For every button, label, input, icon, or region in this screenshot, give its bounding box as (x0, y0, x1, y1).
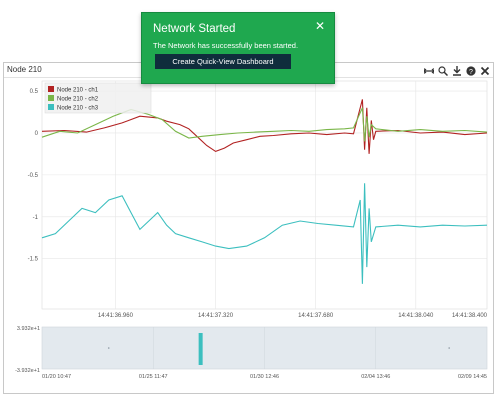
x-tick-label: 14:41:37.680 (298, 313, 334, 319)
legend-label: Node 210 - ch3 (57, 106, 99, 112)
y-tick-label: 0.5 (30, 89, 39, 95)
y-tick-label: -0.5 (28, 173, 39, 179)
toast-title: Network Started (153, 23, 236, 35)
zoom-icon[interactable] (437, 65, 448, 76)
navigator-x-label: 01/25 11:47 (139, 374, 168, 380)
y-tick-label: -1 (33, 215, 39, 221)
y-tick-label: 0 (35, 131, 39, 137)
series-line (41, 183, 488, 284)
network-started-toast: Network Started ✕ The Network has succes… (141, 12, 335, 84)
legend-swatch (48, 86, 54, 92)
pan-icon[interactable] (423, 65, 434, 76)
close-icon[interactable] (479, 65, 490, 76)
navigator-point (448, 347, 450, 349)
navigator-selection (198, 333, 203, 365)
chart-area[interactable]: 0.5 0 -0.5 -1 -1.5 14:41:36.960 14:41:37.320 14… (4, 63, 495, 395)
panel-title: Node 210 (7, 65, 42, 74)
plot-area (41, 80, 488, 310)
legend-swatch (48, 104, 54, 110)
legend-swatch (48, 95, 54, 101)
create-dashboard-button[interactable]: Create Quick-View Dashboard (155, 54, 291, 69)
chart-panel: Node 210 ? 0.5 0 -0.5 -1 -1.5 14:41:36.960 14:… (3, 62, 494, 394)
navigator-y-top-label: 3.932e+1 (17, 326, 40, 332)
navigator-point (107, 347, 110, 349)
legend-label: Node 210 - ch2 (57, 97, 99, 103)
legend-label: Node 210 - ch1 (57, 88, 99, 94)
svg-text:?: ? (469, 68, 473, 75)
legend-box (44, 82, 152, 114)
navigator-x-label: 02/09 14:45 (458, 374, 487, 380)
x-tick-label: 14:41:38.040 (398, 313, 434, 319)
toast-close-button[interactable]: ✕ (314, 19, 325, 33)
download-icon[interactable] (451, 65, 462, 76)
navigator-y-bottom-label: -3.932e+1 (15, 368, 40, 374)
navigator-x-label: 02/04 13:46 (361, 374, 390, 380)
y-tick-label: -1.5 (28, 257, 39, 263)
toast-message: The Network has successfully been starte… (153, 41, 299, 50)
x-tick-label: 14:41:38.400 (452, 313, 488, 319)
navigator-x-label: 01/20 10:47 (42, 374, 71, 380)
chart-toolbar: ? (423, 64, 490, 77)
series-line (41, 99, 488, 154)
navigator-x-label: 01/30 12:46 (250, 374, 279, 380)
x-tick-label: 14:41:36.960 (98, 313, 134, 319)
help-icon[interactable]: ? (465, 65, 476, 76)
x-tick-label: 14:41:37.320 (198, 313, 234, 319)
